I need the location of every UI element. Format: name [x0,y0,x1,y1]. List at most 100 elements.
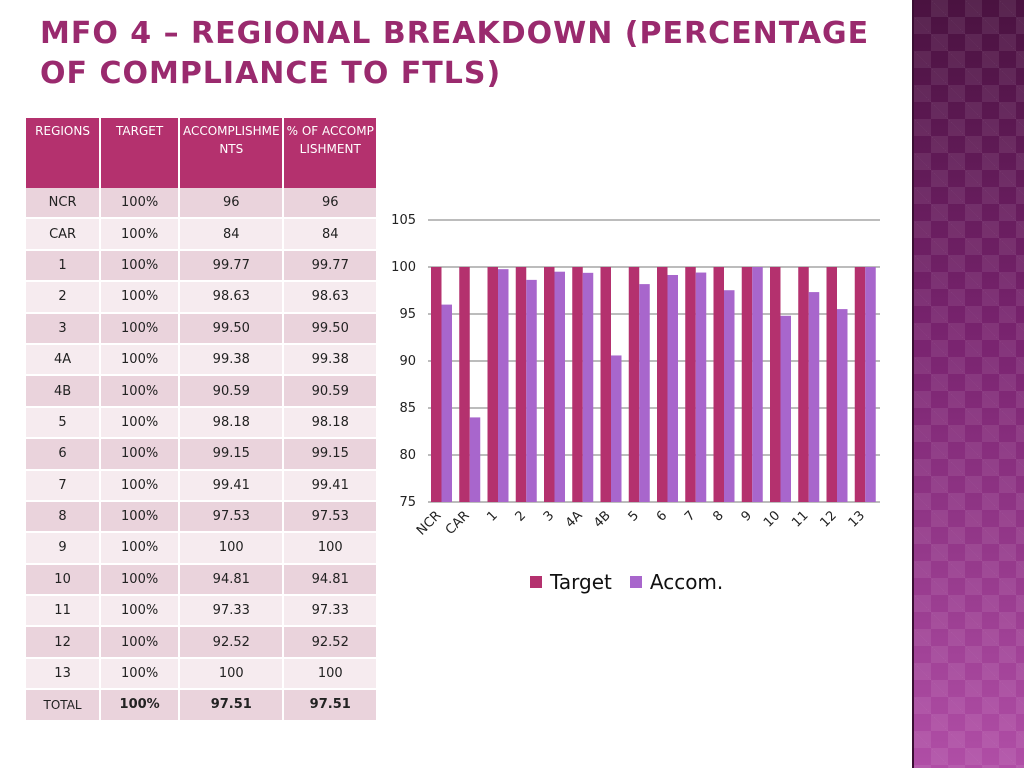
cell-percent: 97.33 [283,595,376,628]
bar-target-6 [657,267,668,502]
cell-target: 100% [100,500,181,534]
cell-target: 100% [100,626,181,659]
cell-percent: 100 [283,657,376,691]
cell-percent: 97.53 [283,500,376,534]
cell-accomplishment: 84 [179,218,285,251]
cell-percent: 99.38 [283,343,376,377]
table-row: 5 100% 98.18 98.18 [26,406,376,440]
cell-percent: 94.81 [283,563,376,597]
bar-accom-13 [865,267,876,502]
bar-target-4a [572,267,583,502]
cell-region: 11 [26,595,102,628]
cell-target: 100% [100,532,181,565]
y-tick-label: 100 [391,260,416,275]
header-accomplishments: ACCOMPLISHMENTS [179,118,285,188]
total-cell-target: 100% [100,689,181,722]
cell-target: 100% [100,563,181,597]
legend-label-target: Target [550,570,612,594]
bar-accom-12 [837,309,848,502]
x-tick-label: 6 [654,508,670,524]
bar-accom-9 [752,267,763,502]
table-row: 11 100% 97.33 97.33 [26,595,376,628]
cell-target: 100% [100,438,181,471]
table-row: 4A 100% 99.38 99.38 [26,343,376,377]
legend-item-target: Target [530,570,612,594]
bar-target-7 [685,267,696,502]
cell-accomplishment: 90.59 [179,375,285,408]
table-total-row: TOTAL 100% 97.51 97.51 [26,689,376,722]
cell-region: 4A [26,343,102,377]
y-tick-label: 80 [399,448,416,463]
cell-target: 100% [100,281,181,314]
cell-region: 10 [26,563,102,597]
table-row: 10 100% 94.81 94.81 [26,563,376,597]
chart-legend: Target Accom. [530,570,741,594]
cell-accomplishment: 99.50 [179,312,285,345]
cell-target: 100% [100,343,181,377]
x-tick-label: 5 [626,508,642,524]
y-tick-label: 85 [399,401,416,416]
table-body: NCR 100% 96 96 CAR 100% 84 84 1 100% 99.77 99.77 2 10… [26,188,376,722]
table-row: CAR 100% 84 84 [26,218,376,251]
cell-percent: 98.63 [283,281,376,314]
bar-accom-2 [526,279,537,502]
cell-accomplishment: 98.18 [179,406,285,440]
y-tick-label: 95 [399,307,416,322]
bar-accom-car [469,417,481,502]
cell-target: 100% [100,406,181,440]
bar-target-8 [713,267,724,502]
header-regions: REGIONS [26,118,102,188]
cell-region: 1 [26,249,102,283]
bar-accom-4a [582,272,594,502]
legend-label-accom: Accom. [649,570,724,594]
cell-accomplishment: 96 [179,188,285,220]
cell-percent: 92.52 [283,626,376,659]
cell-target: 100% [100,469,181,502]
table-row: 13 100% 100 100 [26,657,376,691]
cell-region: 3 [26,312,102,345]
cell-percent: 99.41 [283,469,376,502]
legend-swatch-accom [629,576,642,588]
bar-target-car [459,267,470,502]
bar-accom-10 [780,315,791,502]
cell-region: 7 [26,469,102,502]
cell-accomplishment: 92.52 [179,626,285,659]
header-percent-accomplishment: % OF ACCOMPLISHMENT [283,118,376,188]
x-tick-label: CAR [443,508,473,538]
bar-accom-4b [611,355,622,502]
table-row: 2 100% 98.63 98.63 [26,281,376,314]
cell-accomplishment: 97.33 [179,595,285,628]
table-row: 12 100% 92.52 92.52 [26,626,376,659]
cell-region: 4B [26,375,102,408]
bar-accom-6 [667,274,678,502]
table-row: NCR 100% 96 96 [26,188,376,220]
bar-accom-11 [808,292,820,502]
cell-accomplishment: 99.77 [179,249,285,283]
cell-accomplishment: 100 [179,657,285,691]
bar-target-2 [515,267,527,502]
cell-accomplishment: 94.81 [179,563,285,597]
x-tick-label: 1 [484,508,500,524]
cell-target: 100% [100,595,181,628]
header-target: TARGET [100,118,181,188]
cell-accomplishment: 99.15 [179,438,285,471]
bar-target-10 [770,267,781,502]
cell-percent: 99.50 [283,312,376,345]
table-row: 7 100% 99.41 99.41 [26,469,376,502]
table-row: 6 100% 99.15 99.15 [26,438,376,471]
bar-accom-ncr [441,304,452,502]
x-tick-label: 9 [739,508,755,524]
table-row: 1 100% 99.77 99.77 [26,249,376,283]
x-tick-label: 2 [513,508,529,524]
total-cell-accomplishment: 97.51 [179,689,285,722]
y-tick-label: 75 [399,495,416,510]
cell-region: CAR [26,218,102,251]
cell-region: 8 [26,500,102,534]
table-row: 3 100% 99.50 99.50 [26,312,376,345]
cell-region: NCR [26,188,102,220]
cell-target: 100% [100,312,181,345]
cell-accomplishment: 99.41 [179,469,285,502]
total-cell-region: TOTAL [26,689,102,722]
cell-region: 6 [26,438,102,471]
